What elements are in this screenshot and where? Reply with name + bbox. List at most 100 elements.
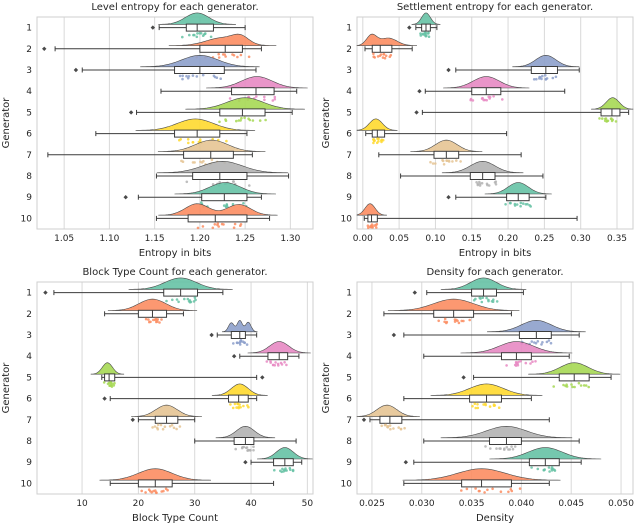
outlier-diamond <box>412 290 417 295</box>
strip-point <box>144 317 148 321</box>
strip-point <box>534 341 538 345</box>
strip-point <box>247 405 250 409</box>
strip-point <box>471 99 475 102</box>
x-tick-label: 1.30 <box>280 234 300 244</box>
x-tick-label: 0.030 <box>409 499 435 509</box>
strip-point <box>485 296 488 300</box>
x-tick-label: 0.00 <box>353 234 373 244</box>
strip-point <box>265 360 269 363</box>
strip-point <box>481 96 484 100</box>
strip-point <box>372 139 376 143</box>
strip-point <box>183 297 186 301</box>
box <box>185 23 214 32</box>
strip-point <box>273 97 277 101</box>
strip-point <box>170 423 174 427</box>
strip-point <box>544 74 547 77</box>
strip-point <box>486 488 489 492</box>
strip-point <box>251 119 255 122</box>
strip-point <box>271 363 275 367</box>
strip-point <box>239 223 243 226</box>
strip-point <box>185 180 189 184</box>
strip-point <box>513 445 517 448</box>
strip-point <box>223 53 226 56</box>
strip-point <box>529 362 532 365</box>
strip-point <box>478 182 482 185</box>
y-tick-label: 3 <box>346 331 352 341</box>
strip-point <box>245 343 249 346</box>
x-axis-label: Density <box>476 513 514 524</box>
x-tick-label: 0.050 <box>608 499 634 509</box>
y-tick-label: 10 <box>341 214 353 224</box>
violin-shape <box>157 139 266 152</box>
violin-shape <box>430 383 543 396</box>
box <box>600 108 621 117</box>
strip-point <box>186 76 190 80</box>
y-axis-label: Generator <box>1 97 12 149</box>
strip-point <box>565 385 569 388</box>
strip-point <box>235 406 238 409</box>
y-tick-label: 9 <box>346 193 352 203</box>
x-tick-label: 0.35 <box>607 234 627 244</box>
strip-point <box>193 296 197 299</box>
strip-point <box>424 31 428 35</box>
strip-point <box>192 300 196 303</box>
strip-point <box>501 98 504 101</box>
strip-point <box>213 223 217 226</box>
strip-point <box>222 204 226 207</box>
violin-shape <box>440 277 527 290</box>
strip-point <box>392 427 395 430</box>
strip-point <box>236 55 239 59</box>
strip-point <box>551 76 555 80</box>
strip-point <box>504 203 507 206</box>
strip-point <box>274 361 277 364</box>
strip-point <box>160 318 163 321</box>
strip-point <box>495 300 499 303</box>
strip-point <box>147 488 151 491</box>
strip-point <box>540 77 543 81</box>
strip-point <box>232 226 236 229</box>
strip-point <box>437 319 440 323</box>
strip-point <box>455 159 458 162</box>
strip-point <box>427 35 431 38</box>
strip-point <box>547 339 551 342</box>
x-tick-label: 0.045 <box>558 499 584 509</box>
x-tick-label: 1.25 <box>235 234 255 244</box>
strip-point <box>241 340 245 343</box>
strip-point <box>380 424 383 428</box>
strip-point <box>447 160 451 163</box>
strip-point <box>281 467 284 471</box>
strip-point <box>154 491 158 494</box>
x-tick-label: 1.15 <box>145 234 165 244</box>
violin-shape <box>168 33 277 46</box>
strip-point <box>584 384 588 387</box>
strip-point <box>481 296 484 299</box>
strip-point <box>239 53 243 57</box>
strip-point <box>224 55 227 58</box>
x-tick-label: 50 <box>302 499 314 509</box>
box <box>469 394 502 403</box>
strip-point <box>193 161 196 164</box>
strip-point <box>199 32 203 35</box>
violin-shape <box>528 362 621 375</box>
strip-point <box>480 300 484 304</box>
strip-point <box>510 445 513 448</box>
strip-point <box>384 423 387 427</box>
strip-point <box>165 299 168 303</box>
strip-point <box>210 158 214 162</box>
strip-point <box>451 160 454 163</box>
y-tick-label: 10 <box>21 214 33 224</box>
x-axis-label: Block Type Count <box>132 513 218 524</box>
outlier-diamond <box>130 417 135 422</box>
violin-shape <box>402 468 561 481</box>
strip-point <box>483 491 486 494</box>
strip-point <box>474 487 477 490</box>
strip-point <box>192 33 195 37</box>
strip-point <box>478 184 482 187</box>
strip-point <box>445 159 448 162</box>
strip-point <box>288 466 292 470</box>
y-tick-label: 7 <box>346 151 352 161</box>
strip-point <box>511 447 515 451</box>
strip-point <box>175 298 179 301</box>
x-tick-label: 0.25 <box>534 234 554 244</box>
strip-point <box>562 383 565 387</box>
